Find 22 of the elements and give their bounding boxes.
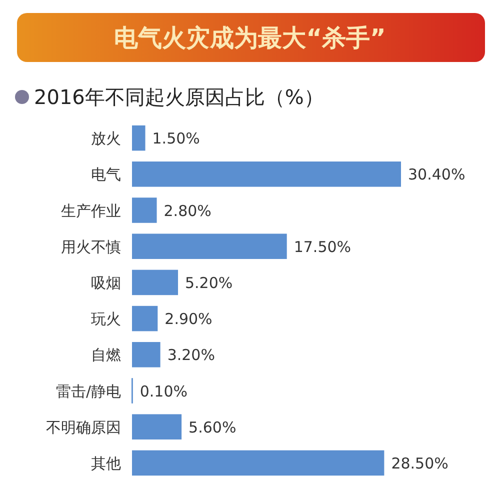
data-label: 2.90% xyxy=(164,310,212,328)
data-label: 5.60% xyxy=(188,418,236,436)
y-tick-label: 玩火 xyxy=(91,310,121,328)
y-tick-label: 吸烟 xyxy=(91,274,121,292)
y-tick-label: 电气 xyxy=(91,166,121,184)
y-tick-label: 其他 xyxy=(91,454,121,472)
data-label: 5.20% xyxy=(185,274,233,292)
y-tick-label: 放火 xyxy=(91,130,121,148)
data-label: 1.50% xyxy=(152,130,200,148)
y-tick-label: 雷击/静电 xyxy=(56,382,121,400)
data-label: 2.80% xyxy=(164,202,212,220)
data-label: 28.50% xyxy=(391,454,448,472)
data-label: 17.50% xyxy=(294,238,352,256)
y-tick-label: 生产作业 xyxy=(61,202,121,220)
subtitle: 2016年不同起火原因占比（%） xyxy=(34,85,324,109)
y-tick-label: 用火不慎 xyxy=(61,238,121,256)
data-label: 3.20% xyxy=(167,346,215,364)
y-tick-label: 不明确原因 xyxy=(46,418,121,436)
data-label: 0.10% xyxy=(140,382,188,400)
y-tick-label: 自燃 xyxy=(91,346,121,364)
title: 电气火灾成为最大“杀手” xyxy=(114,24,386,52)
data-label: 30.40% xyxy=(408,166,466,184)
